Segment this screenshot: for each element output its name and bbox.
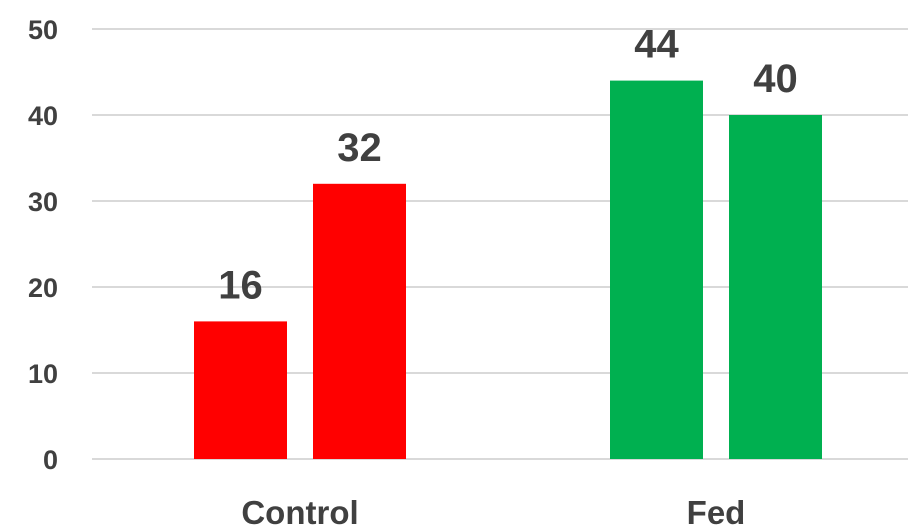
y-tick-label: 30 bbox=[28, 187, 58, 217]
y-tick-label: 10 bbox=[28, 359, 58, 389]
data-label: 16 bbox=[218, 263, 263, 307]
y-axis-ticks: 0 10 20 30 40 50 bbox=[28, 15, 58, 475]
y-tick-label: 20 bbox=[28, 273, 58, 303]
bar bbox=[729, 115, 822, 459]
data-labels: 16 32 44 40 bbox=[218, 23, 798, 308]
bar bbox=[313, 183, 406, 460]
category-label: Control bbox=[241, 494, 358, 527]
data-label: 44 bbox=[634, 23, 679, 67]
y-tick-label: 40 bbox=[28, 101, 58, 131]
category-label: Fed bbox=[687, 494, 746, 527]
bar bbox=[610, 80, 703, 459]
data-label: 32 bbox=[337, 126, 382, 170]
bars bbox=[194, 80, 822, 460]
x-axis-categories: Control Fed bbox=[241, 494, 745, 527]
data-label: 40 bbox=[753, 57, 798, 101]
y-tick-label: 0 bbox=[43, 445, 58, 475]
y-tick-label: 50 bbox=[28, 15, 58, 45]
bar bbox=[194, 321, 287, 459]
